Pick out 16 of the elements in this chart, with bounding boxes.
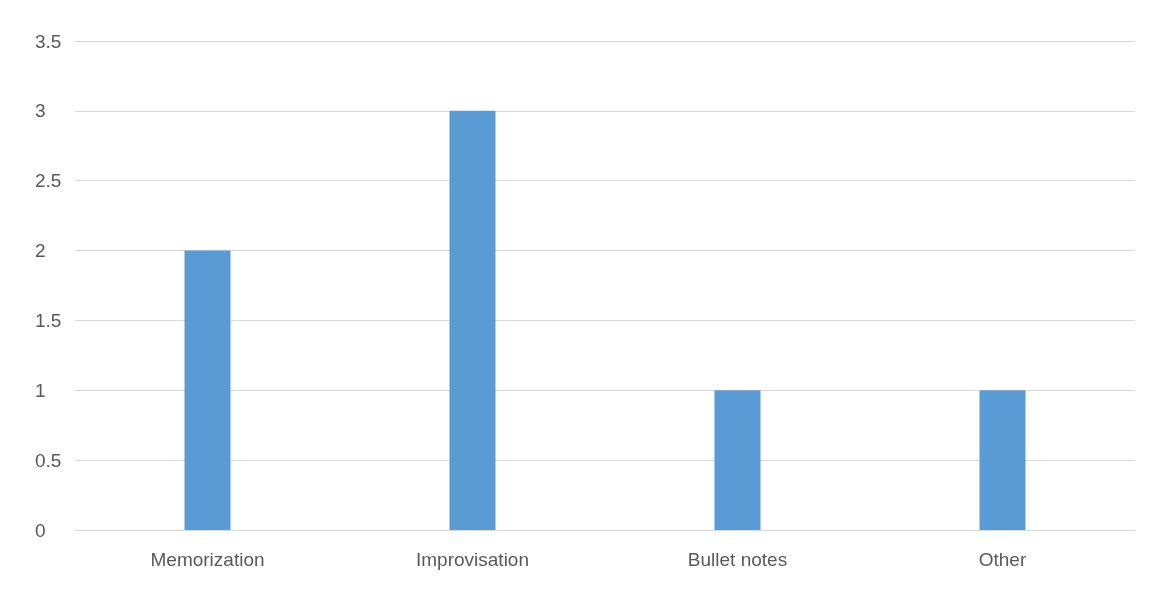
x-tick-label: Memorization [150,549,265,570]
y-tick-label: 3 [35,100,46,122]
y-tick-label: 3.5 [35,30,62,52]
x-tick-label: Other [978,549,1027,570]
y-tick-label: 2 [35,240,46,262]
x-tick-label: Bullet notes [687,549,788,570]
y-tick-label: 0.5 [35,449,62,471]
x-tick-label: Improvisation [416,549,529,570]
y-tick-label: 1 [35,379,46,401]
y-tick-label: 2.5 [35,170,62,192]
bar [184,250,231,530]
bar [714,390,761,530]
bar [979,390,1026,530]
bar [449,110,496,530]
y-tick-label: 1.5 [35,309,62,331]
y-tick-label: 0 [35,519,46,541]
